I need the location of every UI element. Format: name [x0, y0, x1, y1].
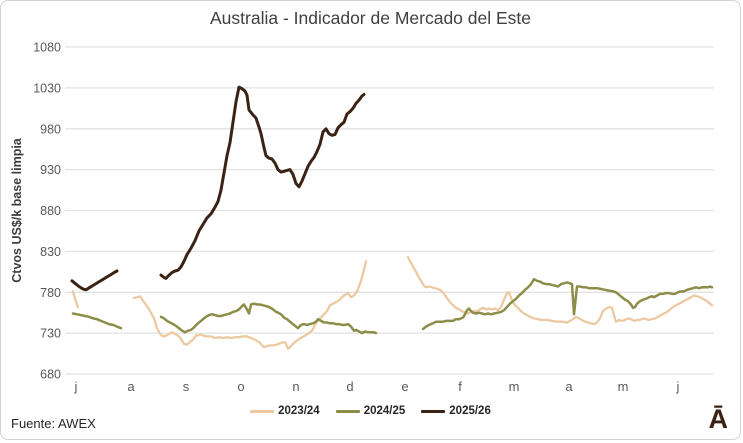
x-tick-label: f	[458, 379, 462, 394]
legend: 2023/24 2024/25 2025/26	[1, 405, 740, 417]
series-line-2023-24	[406, 255, 714, 326]
y-tick-label: 1080	[33, 41, 61, 55]
x-tick-label: n	[292, 379, 299, 394]
series-line-2024-25	[71, 312, 123, 330]
y-tick-label: 930	[40, 163, 61, 177]
x-tick-label: e	[401, 379, 408, 394]
x-tick-label: m	[509, 379, 520, 394]
legend-item-2025-26: 2025/26	[421, 405, 491, 417]
series-line-2023-24	[132, 260, 368, 350]
x-tick-label: d	[346, 379, 353, 394]
y-axis-title: Ctvos US$/k base limpia	[10, 137, 24, 283]
legend-label: 2025/26	[449, 405, 491, 417]
x-tick-label: o	[237, 379, 244, 394]
x-tick-label: a	[565, 379, 573, 394]
y-tick-label: 830	[40, 245, 61, 259]
series-swatch-2023-24	[250, 409, 275, 413]
chart-title: Australia - Indicador de Mercado del Est…	[210, 8, 531, 28]
legend-label: 2023/24	[278, 405, 320, 417]
y-tick-label: 980	[40, 122, 61, 136]
x-tick-label: a	[127, 379, 135, 394]
legend-item-2023-24: 2023/24	[250, 405, 320, 417]
series-line-2023-24	[71, 290, 80, 309]
y-tick-label: 780	[40, 286, 61, 300]
x-tick-label: m	[618, 379, 629, 394]
legend-label: 2024/25	[363, 405, 406, 417]
legend-item-2024-25: 2024/25	[335, 405, 406, 417]
series-line-2024-25	[421, 277, 714, 331]
series-swatch-2024-25	[335, 409, 360, 413]
awi-logo: Ā	[708, 404, 729, 434]
series-swatch-2025-26	[421, 409, 446, 413]
x-tick-label: j	[74, 379, 78, 394]
series-line-2025-26	[70, 269, 119, 292]
source-caption: Fuente: AWEX	[11, 416, 96, 431]
x-tick-label: j	[676, 379, 680, 394]
y-tick-label: 1030	[33, 81, 61, 95]
y-tick-label: 680	[40, 368, 61, 382]
y-tick-label: 730	[40, 327, 61, 341]
series-line-2024-25	[159, 302, 378, 335]
y-tick-label: 880	[40, 204, 61, 218]
series-line-2025-26	[159, 85, 366, 280]
x-tick-label: s	[183, 379, 190, 394]
